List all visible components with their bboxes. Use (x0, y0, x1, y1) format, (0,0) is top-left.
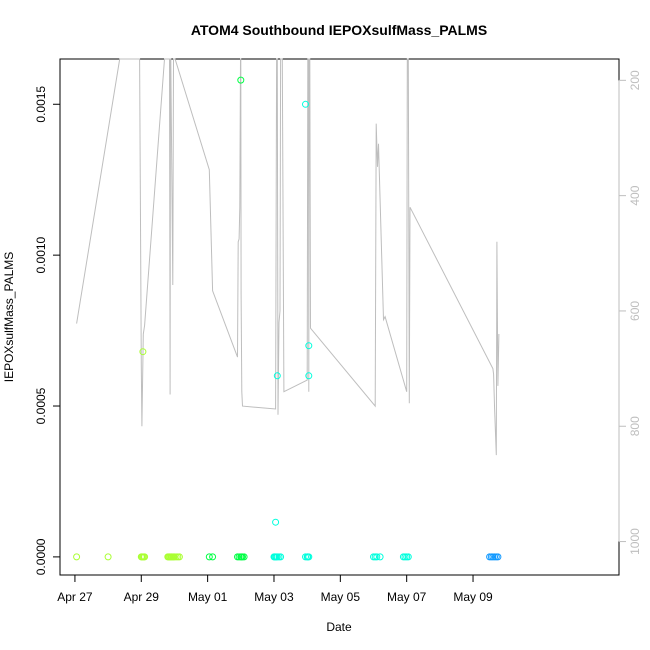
x-tick-label: Apr 29 (124, 590, 160, 604)
x-tick-label: May 09 (453, 590, 493, 604)
data-point (73, 553, 81, 561)
data-point (104, 553, 112, 561)
secondary-y-tick-label: 800 (628, 416, 642, 436)
secondary-series-line (76, 58, 500, 456)
secondary-line-layer (76, 58, 500, 456)
data-point (494, 553, 502, 561)
data-point (376, 553, 384, 561)
x-axis-title: Date (326, 620, 352, 634)
chart-title: ATOM4 Southbound IEPOXsulfMass_PALMS (191, 22, 487, 38)
y-axis: 0.0000 0.0005 0.0010 0.0015 (34, 86, 61, 575)
secondary-y-tick-label: 400 (628, 185, 642, 205)
x-tick-label: Apr 27 (57, 590, 93, 604)
data-point (305, 372, 313, 380)
data-point (237, 76, 245, 84)
plot-border (59, 58, 620, 576)
data-point (373, 553, 381, 561)
data-point (305, 553, 313, 561)
y-tick-label: 0.0005 (34, 387, 48, 424)
data-point (273, 372, 281, 380)
data-point (302, 100, 309, 108)
data-point (404, 553, 412, 561)
data-point (272, 518, 280, 526)
secondary-y-tick-label: 1000 (628, 528, 642, 555)
y-tick-label: 0.0000 (34, 538, 48, 575)
x-tick-label: May 01 (188, 590, 228, 604)
secondary-y-tick-label: 600 (628, 301, 642, 321)
y-tick-label: 0.0015 (34, 86, 48, 123)
plot-frame (59, 58, 620, 576)
y-tick-label: 0.0010 (34, 236, 48, 273)
data-point (205, 553, 213, 561)
x-axis: Apr 27 Apr 29 May 01 May 03 May 05 May 07 May … (57, 574, 493, 604)
secondary-y-axis: 200 400 600 800 1000 (618, 70, 642, 555)
data-point (209, 553, 217, 561)
data-point (141, 553, 149, 561)
data-point (240, 553, 248, 561)
x-tick-label: May 05 (321, 590, 361, 604)
data-point (175, 553, 183, 561)
data-point (139, 348, 147, 356)
data-point (305, 342, 313, 350)
points-layer (73, 76, 502, 561)
y-axis-title: IEPOXsulfMass_PALMS (2, 252, 16, 383)
x-tick-label: May 03 (254, 590, 294, 604)
secondary-y-tick-label: 200 (628, 70, 642, 90)
x-tick-label: May 07 (387, 590, 427, 604)
data-point (277, 553, 285, 561)
